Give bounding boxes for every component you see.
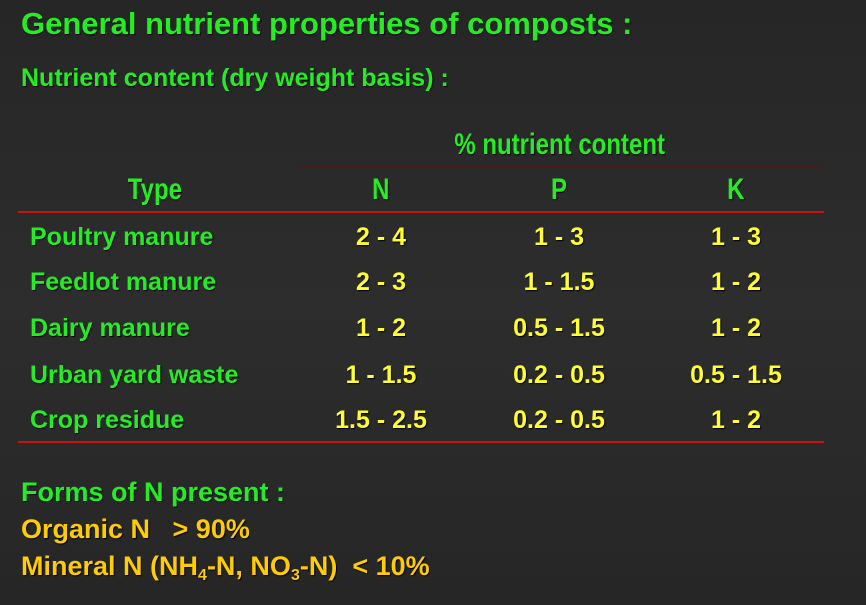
mineral-text: -N, NO: [206, 551, 291, 581]
row-value: 0.2 - 0.5: [513, 361, 605, 389]
row-value: 0.5 - 1.5: [690, 361, 782, 389]
row-value: 1 - 3: [533, 223, 585, 251]
row-value: 1 - 2: [710, 406, 762, 434]
header-p-text: P: [550, 173, 567, 206]
mineral-text: -N) < 10%: [299, 551, 430, 581]
row-value: 1 - 2: [710, 268, 762, 296]
row-type: Crop residue: [30, 406, 185, 434]
row-value: 2 - 4: [355, 223, 407, 251]
subscript: 4: [198, 567, 207, 584]
header-rule: [18, 211, 824, 213]
header-n-text: N: [372, 173, 390, 206]
header-k: K: [636, 173, 836, 207]
row-value: 0.2 - 0.5: [513, 406, 605, 434]
group-divider: [297, 166, 823, 167]
header-type: Type: [55, 173, 255, 207]
mineral-text: Mineral N (NH: [21, 551, 199, 581]
row-value: 1 - 3: [710, 223, 762, 251]
row-value: 1.5 - 2.5: [335, 406, 427, 434]
header-k-text: K: [727, 173, 745, 206]
row-value: 1 - 1.5: [523, 268, 595, 296]
row-type: Urban yard waste: [30, 361, 239, 389]
slide-subtitle: Nutrient content (dry weight basis) :: [21, 64, 449, 92]
subscript: 3: [290, 567, 300, 584]
organic-n: Organic N > 90%: [21, 514, 250, 544]
row-type: Poultry manure: [30, 223, 214, 251]
slide-title: General nutrient properties of composts …: [21, 6, 633, 41]
row-value: 1 - 1.5: [345, 361, 417, 389]
header-p: P: [459, 173, 659, 207]
group-header: % nutrient content: [300, 128, 820, 162]
row-value: 0.5 - 1.5: [513, 314, 605, 342]
forms-heading: Forms of N present :: [21, 477, 286, 507]
mineral-n: Mineral N (NH4-N, NO3-N) < 10%: [21, 551, 430, 585]
row-value: 2 - 3: [355, 268, 407, 296]
bottom-rule: [18, 441, 824, 443]
header-type-text: Type: [127, 173, 183, 206]
header-n: N: [281, 173, 481, 207]
group-header-text: % nutrient content: [454, 128, 666, 161]
row-type: Feedlot manure: [30, 268, 217, 296]
row-value: 1 - 2: [355, 314, 407, 342]
row-value: 1 - 2: [710, 314, 762, 342]
row-type: Dairy manure: [30, 314, 190, 342]
